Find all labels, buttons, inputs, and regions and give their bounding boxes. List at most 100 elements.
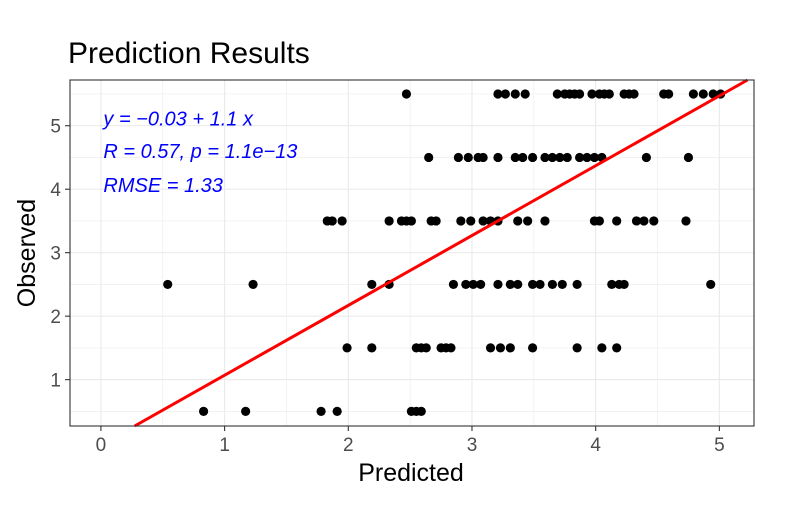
x-tick-label: 1 [219, 435, 230, 456]
data-point [406, 216, 416, 226]
x-axis: 0 1 2 3 4 5 [96, 426, 725, 456]
x-tick-label: 5 [714, 435, 725, 456]
x-tick-label: 4 [590, 435, 601, 456]
y-axis: 1 2 3 4 5 [50, 117, 70, 392]
data-point [523, 216, 533, 226]
data-point [510, 89, 520, 99]
data-point [547, 279, 557, 290]
data-point [527, 152, 538, 163]
y-tick-label: 2 [50, 307, 61, 328]
data-point [574, 89, 585, 99]
data-point [316, 406, 326, 416]
data-point [688, 89, 698, 99]
data-point [708, 89, 718, 99]
data-point [587, 89, 597, 99]
y-tick-label: 5 [50, 117, 61, 138]
data-point [478, 152, 488, 163]
data-point [629, 89, 639, 99]
data-point [706, 279, 716, 290]
data-point [513, 216, 523, 226]
x-axis-title: Predicted [358, 459, 464, 487]
data-point [520, 89, 530, 99]
data-point [461, 279, 471, 290]
data-point [540, 216, 550, 226]
plot-panel: y = −0.03 + 1.1 x R = 0.57, p = 1.1e−13 … [69, 78, 755, 428]
data-point [248, 279, 258, 290]
data-point [421, 343, 431, 353]
regression-line [133, 78, 749, 428]
grid-major [70, 80, 754, 426]
annotation-equation: y = −0.03 + 1.1 x [101, 109, 254, 131]
data-point [607, 279, 617, 290]
data-point [384, 216, 394, 226]
data-point [683, 152, 694, 163]
data-point [535, 279, 545, 290]
data-point [163, 279, 173, 290]
data-point [527, 343, 538, 353]
data-point [513, 279, 523, 290]
data-point [456, 216, 466, 226]
data-point [466, 216, 476, 226]
y-axis-title: Observed [13, 199, 41, 307]
data-point [639, 216, 649, 226]
data-point [241, 406, 251, 416]
data-point [468, 279, 478, 290]
data-points [163, 89, 726, 416]
data-point [478, 216, 488, 226]
x-tick-label: 3 [467, 435, 478, 456]
data-point [337, 216, 347, 226]
data-point [367, 343, 377, 353]
data-point [453, 152, 463, 163]
data-point [649, 216, 659, 226]
data-point [562, 152, 572, 163]
data-point [547, 152, 557, 163]
data-point [476, 279, 486, 290]
data-point [664, 89, 674, 99]
data-point [448, 279, 459, 290]
data-point [589, 152, 600, 163]
y-tick-label: 4 [50, 180, 61, 201]
annotation-stats: R = 0.57, p = 1.1e−13 [103, 141, 297, 163]
data-point [574, 152, 585, 163]
data-point [485, 343, 496, 353]
data-point [424, 152, 434, 163]
data-point [416, 406, 426, 416]
data-point [332, 406, 342, 416]
data-point [518, 152, 528, 163]
data-point [327, 216, 337, 226]
annotations: y = −0.03 + 1.1 x R = 0.57, p = 1.1e−13 … [101, 109, 297, 197]
y-tick-label: 3 [50, 244, 61, 265]
data-point [367, 279, 377, 290]
data-point [198, 406, 209, 416]
data-point [527, 279, 538, 290]
data-point [493, 152, 503, 163]
data-point [493, 279, 503, 290]
chart-title: Prediction Results [68, 37, 310, 70]
data-point [594, 216, 604, 226]
data-point [431, 216, 441, 226]
data-point [698, 89, 708, 99]
data-point [555, 152, 565, 163]
y-tick-label: 1 [50, 371, 61, 392]
data-point [401, 89, 412, 99]
annotation-rmse: RMSE = 1.33 [103, 175, 223, 197]
data-point [552, 89, 562, 99]
data-point [612, 216, 622, 226]
data-point [572, 343, 582, 353]
data-point [612, 343, 622, 353]
data-point [505, 343, 515, 353]
data-point [463, 152, 473, 163]
data-point [572, 279, 582, 290]
x-tick-label: 2 [343, 435, 354, 456]
data-point [681, 216, 691, 226]
data-point [631, 216, 642, 226]
data-point [493, 89, 503, 99]
data-point [557, 279, 567, 290]
data-point [641, 152, 651, 163]
data-point [495, 343, 506, 353]
data-point [540, 152, 550, 163]
data-point [342, 343, 352, 353]
data-point [619, 279, 629, 290]
data-point [500, 89, 510, 99]
